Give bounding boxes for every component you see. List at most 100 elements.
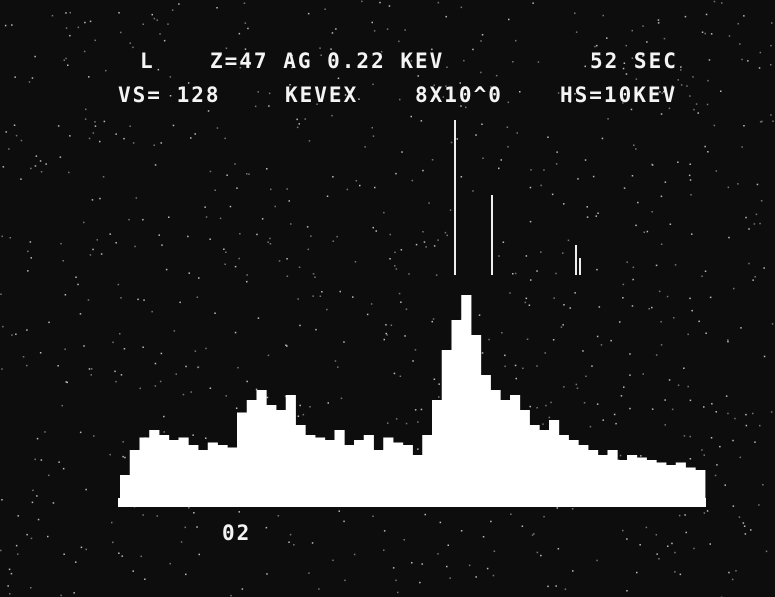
speck bbox=[154, 164, 157, 166]
speck bbox=[257, 317, 260, 319]
speck bbox=[343, 520, 345, 523]
speck bbox=[39, 352, 42, 354]
spectrum-bar bbox=[685, 467, 696, 500]
speck bbox=[602, 419, 604, 421]
speck bbox=[417, 421, 419, 423]
speck bbox=[683, 367, 685, 369]
speck bbox=[433, 378, 436, 380]
speck bbox=[122, 455, 124, 458]
speck bbox=[475, 134, 477, 136]
speck bbox=[123, 137, 125, 140]
speck bbox=[115, 133, 117, 135]
speck bbox=[598, 306, 601, 308]
speck bbox=[354, 261, 357, 263]
speck bbox=[480, 71, 482, 74]
spectrum-bar bbox=[168, 440, 179, 500]
speck bbox=[423, 241, 426, 243]
speck bbox=[244, 48, 247, 50]
speck bbox=[640, 455, 642, 457]
speck bbox=[752, 412, 754, 415]
spectrum-bar bbox=[324, 440, 335, 500]
speck bbox=[439, 521, 442, 524]
speck bbox=[337, 77, 340, 80]
speck bbox=[94, 121, 96, 123]
speck bbox=[759, 121, 762, 123]
speck bbox=[34, 458, 36, 461]
speck bbox=[623, 386, 625, 388]
speck bbox=[460, 6, 463, 9]
speck bbox=[446, 565, 448, 568]
speck bbox=[711, 403, 713, 405]
speck bbox=[744, 533, 747, 535]
speck bbox=[115, 380, 117, 383]
speck bbox=[26, 329, 28, 331]
speck bbox=[37, 518, 40, 521]
speck bbox=[493, 550, 496, 552]
speck bbox=[431, 48, 433, 51]
speck bbox=[635, 224, 637, 227]
speck bbox=[668, 379, 671, 381]
speck bbox=[502, 241, 505, 243]
speck bbox=[632, 266, 635, 269]
speck bbox=[658, 558, 660, 560]
speck bbox=[724, 484, 726, 486]
speck bbox=[64, 294, 67, 296]
speck bbox=[594, 45, 596, 48]
speck bbox=[701, 275, 703, 277]
speck bbox=[355, 180, 358, 182]
speck bbox=[154, 362, 157, 365]
speck bbox=[266, 573, 268, 575]
speck bbox=[589, 425, 592, 428]
speck bbox=[291, 54, 293, 57]
speck bbox=[0, 293, 2, 295]
speck bbox=[79, 431, 82, 434]
speck bbox=[344, 579, 346, 582]
speck bbox=[691, 309, 693, 312]
speck bbox=[512, 61, 514, 63]
speck bbox=[771, 22, 773, 24]
speck bbox=[225, 251, 227, 253]
speck bbox=[120, 374, 123, 376]
speck bbox=[223, 248, 225, 250]
speck bbox=[179, 301, 181, 304]
speck bbox=[59, 156, 62, 158]
speck bbox=[296, 118, 298, 121]
speck bbox=[475, 576, 477, 578]
speck bbox=[563, 304, 565, 306]
speck bbox=[373, 30, 376, 32]
speck bbox=[8, 568, 11, 571]
speck bbox=[372, 226, 374, 229]
speck bbox=[725, 395, 728, 397]
speck bbox=[207, 110, 210, 112]
speck bbox=[648, 308, 650, 310]
speck bbox=[132, 570, 134, 572]
speck bbox=[490, 520, 492, 523]
speck bbox=[111, 521, 113, 524]
speck bbox=[261, 218, 264, 220]
speck bbox=[330, 48, 332, 50]
speck bbox=[91, 199, 94, 201]
speck bbox=[548, 416, 551, 419]
speck bbox=[460, 176, 463, 178]
speck bbox=[389, 258, 391, 260]
speck bbox=[431, 320, 433, 323]
speck bbox=[689, 435, 691, 438]
speck bbox=[358, 98, 360, 100]
speck bbox=[762, 484, 764, 486]
speck bbox=[537, 61, 540, 63]
speck bbox=[564, 588, 567, 590]
speck bbox=[198, 553, 200, 556]
speck bbox=[395, 172, 397, 175]
speck bbox=[596, 335, 599, 338]
speck bbox=[389, 233, 391, 236]
speck bbox=[714, 474, 717, 477]
speck bbox=[182, 393, 185, 396]
speck bbox=[289, 84, 291, 86]
speck bbox=[509, 292, 511, 294]
speck bbox=[667, 545, 669, 547]
mode-label: L bbox=[140, 49, 155, 73]
speck bbox=[540, 184, 542, 187]
speck bbox=[664, 181, 667, 183]
speck bbox=[194, 133, 196, 135]
